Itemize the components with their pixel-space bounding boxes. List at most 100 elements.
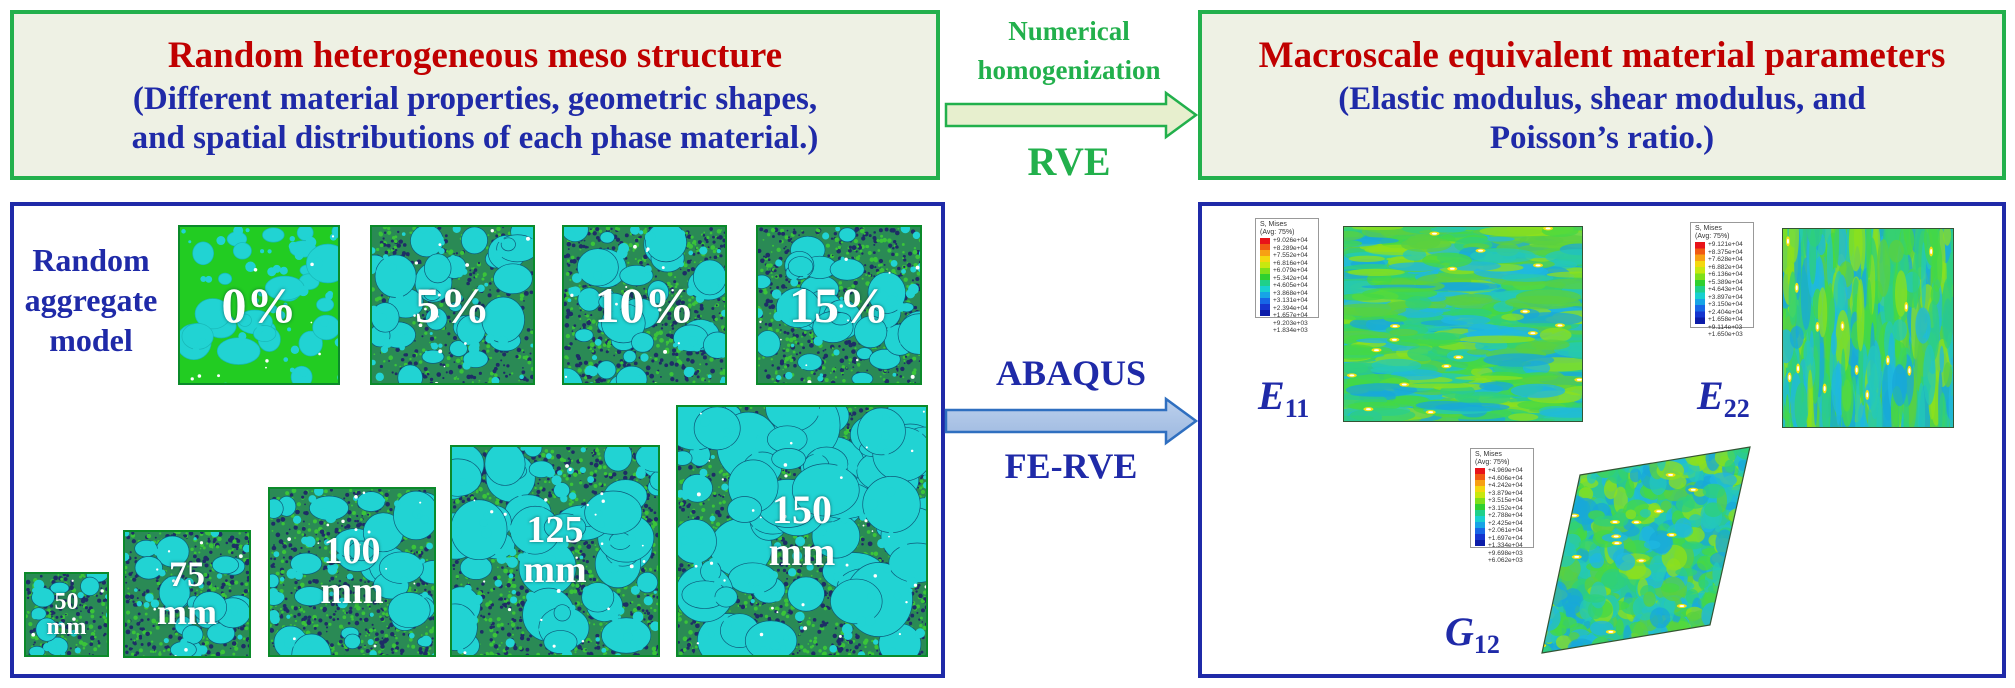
aggregate-pattern [270,489,434,655]
legend-header-line1: S, Mises [1695,225,1722,232]
model-label-15-percent: 15% [789,276,889,333]
macro-parameters-desc-line1: (Elastic modulus, shear modulus, and [1338,81,1866,117]
aggregate-pattern [564,227,725,383]
size-label-line2: mm [46,613,87,640]
aggregate-model-0-percent: 0% [178,225,340,385]
g12-main: G [1445,609,1474,654]
legend-header-line2: (Avg: 75%) [1695,233,1730,240]
g12-sub: 12 [1473,630,1500,659]
size-label-line1: 125 [526,509,584,552]
model-label-75mm: 75 mm [125,554,249,632]
legend-value: +9.203e+03 [1273,319,1308,327]
legend-value: +5.342e+04 [1273,274,1308,282]
label-e22: E22 [1697,372,1750,424]
numerical-label-line1: Numerical [1008,16,1130,46]
meso-structure-desc-line2: and spatial distributions of each phase … [131,120,819,156]
legend-value: +5.389e+04 [1708,278,1743,286]
legend-value: +9.026e+04 [1273,237,1308,244]
legend-value: +1.650e+03 [1708,331,1743,338]
legend-value: +2.404e+04 [1708,308,1743,316]
legend-value: +3.131e+04 [1273,297,1308,304]
legend-value: +4.242e+04 [1488,482,1523,489]
model-label-125mm: 125 mm [452,509,658,591]
legend-value: +6.882e+04 [1708,263,1743,271]
legend-values: +4.969e+04 +4.606e+04 +4.242e+04 +3.879e… [1488,467,1523,565]
aggregate-pattern [452,447,658,655]
legend-value: +3.150e+04 [1708,301,1743,308]
meso-structure-box: Random heterogeneous meso structure (Dif… [10,10,940,180]
model-label-10-percent: 10% [594,276,695,333]
size-label-line1: 75 [169,554,205,595]
homogenization-arrow [944,90,1198,140]
meso-structure-title: Random heterogeneous meso structure [167,35,783,76]
aggregate-model-150mm: 150 mm [676,405,928,657]
rve-label: RVE [1027,139,1111,184]
size-label-line1: 100 [323,530,381,573]
legend-g12: S, Mises (Avg: 75%) +4.969e+04 +4.606e+04… [1470,448,1534,564]
legend-value: +7.628e+04 [1708,256,1743,263]
legend-header-line2: (Avg: 75%) [1475,459,1510,466]
legend-color-bar [1475,468,1485,546]
legend-value: +3.868e+04 [1273,289,1308,297]
macro-parameters-title: Macroscale equivalent material parameter… [1258,35,1946,76]
legend-value: +2.061e+04 [1488,527,1523,534]
legend-value: +3.879e+04 [1488,489,1523,497]
legend-e11: S, Mises (Avg: 75%) +9.026e+04 +8.289e+04… [1255,218,1319,334]
model-label-100mm: 100 mm [270,530,434,612]
aggregate-model-100mm: 100 mm [268,487,436,657]
aggregate-model-75mm: 75 mm [123,530,251,658]
aggregate-pattern [180,227,338,383]
legend-value: +3.515e+04 [1488,497,1523,504]
e22-main: E [1697,373,1724,418]
legend-header-line1: S, Mises [1475,451,1502,458]
legend-value: +3.897e+04 [1708,293,1743,301]
legend-value: +6.062e+03 [1488,557,1523,564]
legend-value: +8.375e+04 [1708,248,1743,256]
size-label-line1: 150 [772,487,832,532]
model-label-line2: aggregate [24,282,158,318]
e22-sub: 22 [1723,394,1750,423]
aggregate-model-125mm: 125 mm [450,445,660,657]
legend-value: +9.698e+03 [1488,549,1523,557]
model-label-50mm: 50 mm [26,589,107,640]
fe-rve-arrow [944,396,1198,446]
model-label-150mm: 150 mm [678,489,926,573]
label-e11: E11 [1258,372,1309,424]
aggregate-pattern [758,227,920,383]
legend-values: +9.026e+04 +8.289e+04 +7.552e+04 +6.816e… [1273,237,1308,335]
model-label-0-percent: 0% [221,276,297,333]
legend-value: +9.121e+04 [1708,241,1743,248]
aggregate-pattern [372,227,533,383]
label-g12: G12 [1445,608,1500,660]
aggregate-model-5-percent: 5% [370,225,535,385]
legend-values: +9.121e+04 +8.375e+04 +7.628e+04 +6.882e… [1708,241,1743,339]
legend-value: +6.136e+04 [1708,271,1743,278]
size-label-line2: mm [320,570,384,612]
macro-parameters-desc-line2: Poisson’s ratio.) [1489,120,1715,156]
legend-e22: S, Mises (Avg: 75%) +9.121e+04 +8.375e+04… [1690,222,1754,338]
legend-value: +9.114e+03 [1708,323,1743,331]
e11-sub: 11 [1284,394,1310,423]
legend-value: +6.816e+04 [1273,259,1308,267]
legend-value: +8.289e+04 [1273,244,1308,252]
legend-value: +6.079e+04 [1273,267,1308,274]
abaqus-label: ABAQUS [995,353,1147,393]
legend-value: +4.605e+04 [1273,282,1308,289]
legend-value: +1.657e+04 [1273,312,1308,319]
contour-e22 [1782,228,1954,428]
legend-value: +1.697e+04 [1488,534,1523,542]
aggregate-model-15-percent: 15% [756,225,922,385]
macro-parameters-box: Macroscale equivalent material parameter… [1198,10,2006,180]
aggregate-pattern [125,532,249,656]
random-aggregate-model-label: Random aggregate model [16,240,166,360]
legend-value: +2.394e+04 [1273,304,1308,312]
legend-value: +4.969e+04 [1488,467,1523,474]
size-label-line2: mm [768,529,836,574]
contour-g12 [1541,446,1751,654]
meso-structure-desc-line1: (Different material properties, geometri… [132,81,818,117]
legend-value: +2.788e+04 [1488,512,1523,519]
g12-contour-field [1542,447,1750,653]
legend-color-bar [1260,238,1270,316]
fe-rve-label: FE-RVE [1004,446,1138,486]
legend-value: +4.643e+04 [1708,286,1743,293]
